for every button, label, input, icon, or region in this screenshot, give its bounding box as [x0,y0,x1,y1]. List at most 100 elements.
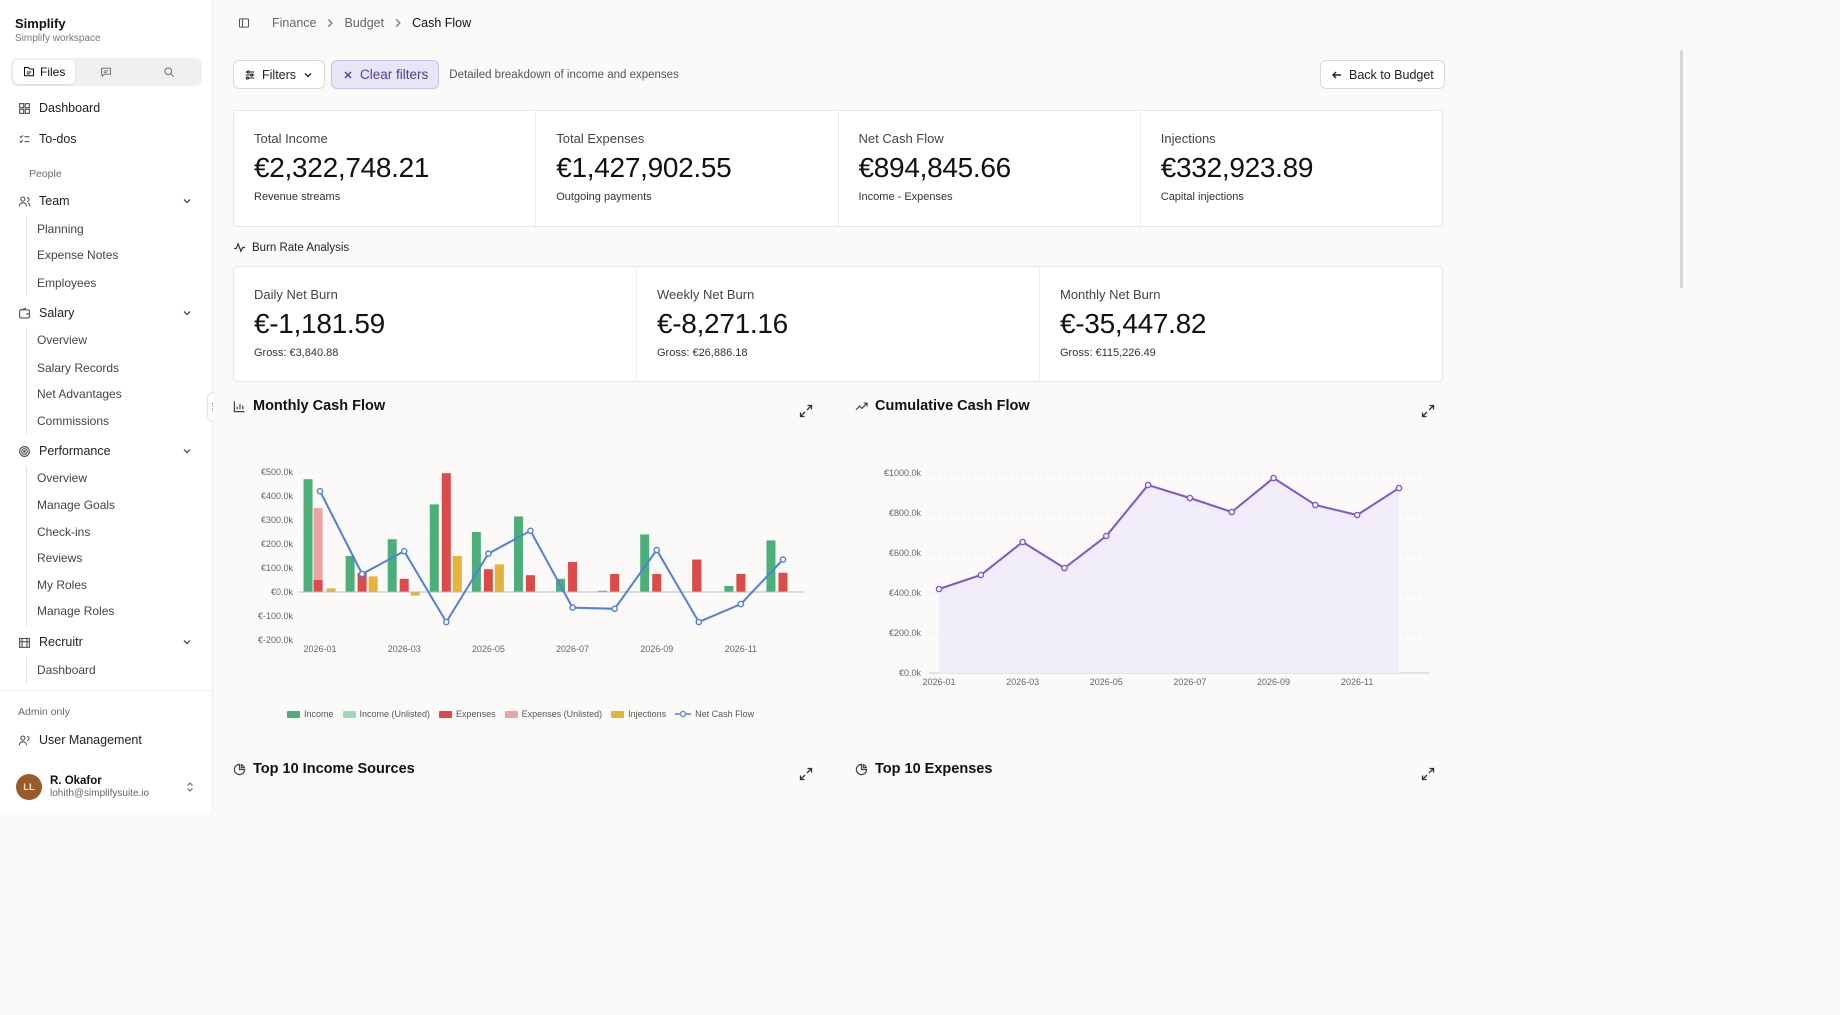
pie-chart-icon [233,763,246,775]
card-label: Total Income [254,131,328,146]
nav-salary-net-advantages[interactable]: Net Advantages [37,387,122,401]
search-tab[interactable] [138,60,200,84]
legend-item[interactable]: Income [287,709,334,719]
activity-icon [233,242,246,253]
legend-item[interactable]: Injections [611,709,666,719]
clear-filters-label: Clear filters [360,67,429,82]
monthly-cash-flow-chart: €500.0k €400.0k €300.0k €200.0k €100.0k €0.0k… [258,467,804,654]
y-tick-label: €600.0k [889,548,922,558]
chevron-down-icon[interactable] [181,307,193,319]
sidebar-divider [0,690,213,691]
clear-filters-button[interactable]: Clear filters [331,60,440,89]
card-value: €-1,181.59 [254,308,385,339]
bar-expenses [692,559,702,592]
bar-injections [494,564,504,592]
nav-recruitr[interactable]: Recruitr [11,630,202,654]
nav-user-management[interactable]: User Management [11,728,202,752]
legend-swatch [439,710,453,718]
summary-card-total-income: Total Income €2,322,748.21 Revenue strea… [234,111,537,226]
user-icon [18,734,30,745]
chevron-down-icon[interactable] [181,195,193,207]
nav-performance-manage-goals[interactable]: Manage Goals [37,498,116,512]
cumulative-point [1061,564,1068,572]
legend-item[interactable]: Expenses [439,709,496,719]
legend-item[interactable]: Net Cash Flow [675,709,754,719]
y-tick-label: €0.0k [899,668,922,678]
nav-team-planning[interactable]: Planning [37,222,84,236]
expand-icon[interactable] [799,767,813,781]
user-menu[interactable]: LL R. Okafor lohith@simplifysuite.io [16,773,198,801]
nav-salary-overview[interactable]: Overview [37,333,88,347]
back-to-budget-button[interactable]: Back to Budget [1320,60,1445,89]
chevron-down-icon[interactable] [181,636,193,648]
bar-income [513,516,523,592]
nav-performance-my-roles[interactable]: My Roles [37,578,88,592]
card-label: Weekly Net Burn [657,287,755,302]
bar-expenses [778,572,788,592]
legend-label: Expenses [456,709,496,719]
net-cash-flow-point [779,556,787,563]
nav-team[interactable]: Team [11,189,202,213]
expand-icon[interactable] [1421,404,1435,418]
nav-dashboard[interactable]: Dashboard [11,96,202,120]
y-tick-label: €0.0k [271,587,294,597]
breadcrumb-budget[interactable]: Budget [344,16,385,30]
nav-team-employees[interactable]: Employees [37,276,97,290]
chevrons-up-down-icon[interactable] [184,781,196,793]
card-subtext: Gross: €115,226.49 [1060,347,1156,359]
filters-button[interactable]: Filters [233,60,326,89]
workspace-title: Simplify [15,16,66,31]
expand-icon[interactable] [1421,767,1435,781]
nav-performance-overview[interactable]: Overview [37,471,88,485]
nav-salary[interactable]: Salary [11,301,202,325]
nav-salary-records[interactable]: Salary Records [37,361,120,375]
card-subtext: Income - Expenses [858,191,953,203]
legend-label: Expenses (Unlisted) [521,709,603,719]
messages-tab[interactable] [75,60,137,84]
workspace-brand[interactable]: Simplify Simplify workspace [15,16,101,44]
line-swatch-icon [675,710,692,718]
top-expenses-heading: Top 10 Expenses [855,761,992,777]
nav-performance[interactable]: Performance [11,439,202,463]
legend-item[interactable]: Income (Unlisted) [342,709,430,719]
cumulative-point [1228,508,1236,516]
nav-todos[interactable]: To-dos [11,127,202,151]
arrow-left-icon [1332,71,1341,78]
nav-performance-reviews[interactable]: Reviews [37,551,83,565]
filters-button-label: Filters [262,67,297,82]
summary-card-total-expenses: Total Expenses €1,427,902.55 Outgoing pa… [536,111,839,226]
page-description: Detailed breakdown of income and expense… [449,68,679,81]
nav-performance-check-ins[interactable]: Check-ins [37,525,91,539]
files-tab[interactable]: Files [13,60,76,84]
sidebar-toggle-icon[interactable] [238,17,250,29]
x-tick-label: 2026-05 [472,644,505,654]
x-tick-label: 2026-11 [1341,677,1373,687]
burn-card-weekly: Weekly Net Burn €-8,271.16 Gross: €26,88… [637,267,1040,381]
net-cash-flow-point [653,546,661,554]
bar-expenses [483,569,493,592]
burn-rate-heading: Burn Rate Analysis [233,241,349,254]
net-cash-flow-point [611,605,618,613]
legend-item[interactable]: Expenses (Unlisted) [504,709,603,719]
cumulative-point [1144,481,1152,489]
chevron-right-icon [328,18,334,28]
burn-rate-cards: Daily Net Burn €-1,181.59 Gross: €3,840.… [233,266,1443,382]
chevron-down-icon[interactable] [181,445,193,457]
bar-expenses [610,574,620,592]
main-scrollbar[interactable] [1680,50,1683,288]
card-subtext: Gross: €3,840.88 [254,347,339,359]
target-icon [19,445,30,457]
x-tick-label: 2026-03 [388,644,421,654]
nav-recruitr-dashboard[interactable]: Dashboard [37,663,96,677]
x-tick-label: 2026-03 [1006,677,1039,687]
nav-salary-label: Salary [39,306,75,320]
breadcrumb-finance[interactable]: Finance [272,16,317,30]
card-value: €2,322,748.21 [254,152,430,183]
wallet-icon [19,307,30,319]
nav-team-expense-notes[interactable]: Expense Notes [37,248,119,262]
cumulative-point [1395,484,1403,492]
expand-icon[interactable] [799,404,813,418]
nav-performance-manage-roles[interactable]: Manage Roles [37,604,115,618]
nav-salary-commissions[interactable]: Commissions [37,414,110,428]
x-tick-label: 2026-09 [1257,677,1290,687]
